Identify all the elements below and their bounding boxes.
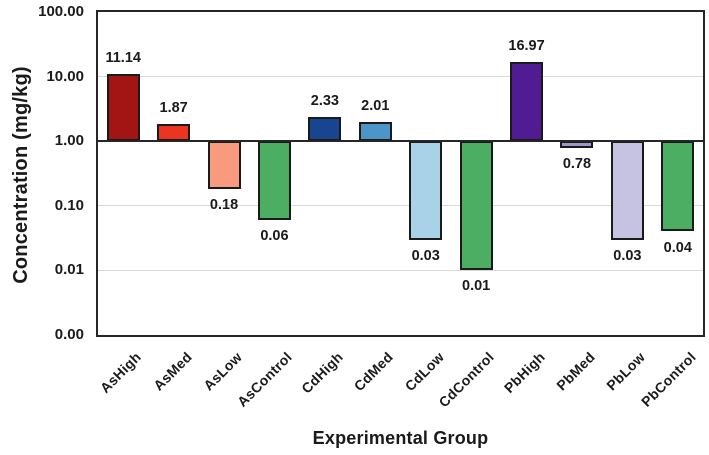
gridline	[98, 269, 703, 271]
bar-value-label: 0.06	[260, 228, 289, 245]
y-tick-label: 1.00	[54, 132, 84, 150]
y-axis-title: Concentration (mg/kg)	[10, 66, 32, 284]
plot-area: 11.14 1.87 0.18 0.06 2.33 2.01 0.03 0.01 16.97 0.…	[96, 10, 705, 337]
y-tick-label: 0.01	[54, 261, 84, 279]
bar	[409, 141, 443, 240]
y-tick-label: 10.00	[46, 67, 84, 85]
bar-value-label: 1.87	[159, 99, 188, 116]
bar-value-label: 2.33	[310, 93, 339, 110]
bar	[358, 121, 392, 142]
y-tick-label: 0.10	[54, 196, 84, 214]
bar-value-label: 16.97	[508, 37, 545, 54]
bar-value-label: 0.18	[209, 197, 239, 214]
bar-value-label: 0.03	[411, 247, 440, 264]
bar-value-label: 0.03	[613, 247, 642, 264]
category-axis-line	[98, 140, 703, 143]
bar	[661, 141, 695, 232]
gridline	[98, 76, 703, 78]
x-axis-title: Experimental Group	[312, 428, 489, 448]
bar-value-label: 0.78	[562, 156, 592, 173]
bar	[510, 61, 544, 142]
bar	[157, 123, 191, 142]
bar	[106, 73, 140, 142]
bar	[257, 141, 291, 221]
y-tick-label: 0.00	[54, 326, 84, 343]
bar	[610, 141, 644, 240]
bar-value-label: 0.01	[462, 278, 491, 295]
gridline	[98, 205, 703, 207]
bar-value-label: 11.14	[105, 49, 141, 66]
bar	[560, 141, 594, 149]
y-tick-label: 100.00	[38, 3, 84, 20]
bar	[459, 141, 493, 271]
bar-value-label: 2.01	[361, 97, 390, 114]
bar	[207, 141, 241, 190]
bar	[308, 117, 342, 142]
bar-value-label: 0.04	[663, 239, 692, 256]
